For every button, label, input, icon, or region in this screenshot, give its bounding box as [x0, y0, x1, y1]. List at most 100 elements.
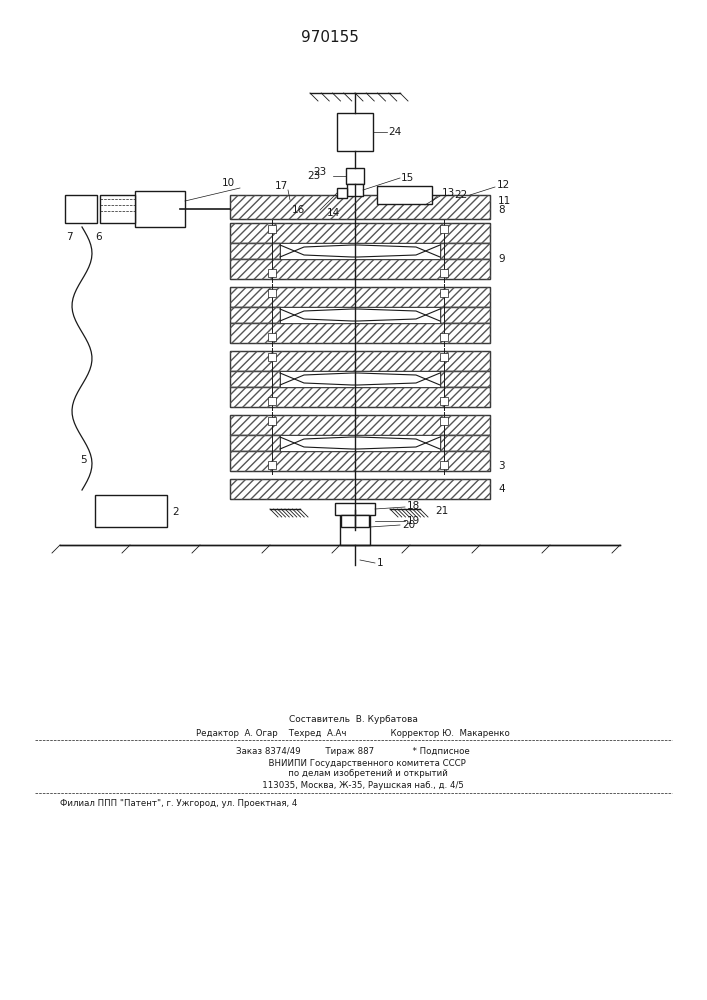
Text: 12: 12 [497, 180, 510, 190]
Bar [280, 307, 440, 323]
Bar [268, 333, 276, 341]
Bar [230, 243, 280, 259]
Bar [230, 195, 490, 219]
Bar [440, 243, 490, 259]
Bar [440, 461, 448, 469]
Bar [440, 371, 490, 387]
Text: 22: 22 [454, 190, 467, 200]
Bar [230, 307, 280, 323]
Bar [337, 188, 347, 198]
Text: 7: 7 [66, 232, 72, 242]
Text: 11: 11 [498, 196, 511, 206]
Bar [440, 353, 448, 361]
Text: 14: 14 [327, 208, 340, 218]
Text: 1: 1 [377, 558, 384, 568]
Bar [230, 435, 280, 451]
Bar [230, 323, 490, 343]
Bar [347, 184, 363, 196]
Text: 18: 18 [407, 501, 420, 511]
Bar [230, 351, 490, 371]
Text: 3: 3 [498, 461, 505, 471]
Text: 970155: 970155 [301, 30, 359, 45]
Text: 9: 9 [498, 254, 505, 264]
Bar [280, 371, 440, 387]
Bar [440, 435, 490, 451]
Text: 113035, Москва, Ж-35, Раушская наб., д. 4/5: 113035, Москва, Ж-35, Раушская наб., д. … [243, 780, 463, 790]
Text: 6: 6 [95, 232, 103, 242]
Bar [230, 415, 490, 435]
Text: 16: 16 [292, 205, 305, 215]
Bar [230, 451, 490, 471]
Bar [268, 225, 276, 233]
Text: 5: 5 [80, 455, 87, 465]
Text: Филиал ППП "Патент", г. Ужгород, ул. Проектная, 4: Филиал ППП "Патент", г. Ужгород, ул. Про… [60, 798, 298, 808]
Bar [268, 461, 276, 469]
Bar [340, 510, 370, 545]
Bar [230, 351, 490, 371]
Bar [346, 168, 364, 184]
Bar [230, 259, 490, 279]
Text: 23: 23 [314, 167, 327, 177]
Bar [440, 435, 490, 451]
Bar [377, 186, 432, 204]
Text: 17: 17 [275, 181, 288, 191]
Bar [230, 195, 490, 219]
Bar [230, 415, 490, 435]
Text: 19: 19 [407, 516, 420, 526]
Text: 20: 20 [402, 520, 415, 530]
Bar [230, 323, 490, 343]
Bar [230, 259, 490, 279]
Text: Редактор  А. Огар    Техред  А.Ач                Корректор Ю.  Макаренко: Редактор А. Огар Техред А.Ач Корректор Ю… [196, 728, 510, 738]
Bar [341, 515, 369, 527]
Bar [230, 387, 490, 407]
Bar [135, 191, 185, 227]
Bar [268, 353, 276, 361]
Bar [230, 223, 490, 243]
Bar [268, 269, 276, 277]
Bar [335, 503, 375, 515]
Text: ВНИИПИ Государственного комитета СССР: ВНИИПИ Государственного комитета СССР [240, 758, 465, 768]
Bar [230, 223, 490, 243]
Bar [230, 479, 490, 499]
Text: 23: 23 [307, 171, 320, 181]
Bar [95, 495, 167, 527]
Bar [230, 435, 280, 451]
Bar [440, 397, 448, 405]
Text: 8: 8 [498, 205, 505, 215]
Bar [230, 243, 280, 259]
Bar [230, 451, 490, 471]
Bar [100, 195, 135, 223]
Bar [230, 371, 280, 387]
Bar [440, 225, 448, 233]
Bar [230, 387, 490, 407]
Bar [440, 371, 490, 387]
Bar [280, 243, 440, 259]
Text: 15: 15 [401, 173, 414, 183]
Text: 10: 10 [222, 178, 235, 188]
Text: по делам изобретений и открытий: по делам изобретений и открытий [258, 770, 448, 778]
Bar [268, 397, 276, 405]
Bar [230, 287, 490, 307]
Bar [440, 307, 490, 323]
Text: Заказ 8374/49         Тираж 887              * Подписное: Заказ 8374/49 Тираж 887 * Подписное [236, 746, 470, 756]
Bar [280, 435, 440, 451]
Bar [268, 289, 276, 297]
Bar [440, 417, 448, 425]
Bar [230, 479, 490, 499]
Text: Составитель  В. Курбатова: Составитель В. Курбатова [288, 716, 417, 724]
Text: 21: 21 [435, 506, 448, 516]
Bar [230, 307, 280, 323]
Bar [440, 269, 448, 277]
Text: 24: 24 [388, 127, 402, 137]
Bar [337, 113, 373, 151]
Bar [230, 287, 490, 307]
Text: 2: 2 [172, 507, 179, 517]
Bar [440, 289, 448, 297]
Text: 4: 4 [498, 484, 505, 494]
Bar [440, 243, 490, 259]
Bar [268, 417, 276, 425]
Bar [65, 195, 97, 223]
Text: 13: 13 [442, 188, 455, 198]
Bar [230, 371, 280, 387]
Bar [440, 333, 448, 341]
